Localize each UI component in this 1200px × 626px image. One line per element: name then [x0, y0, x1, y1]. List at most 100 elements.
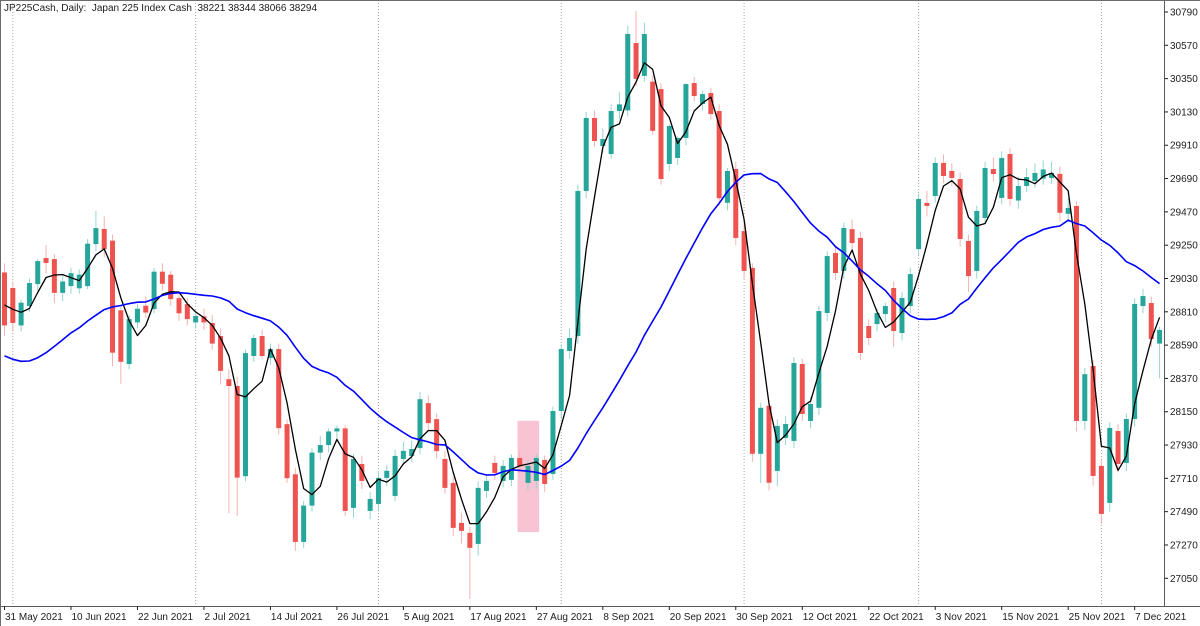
price-tick-label[interactable]: 28150: [1170, 407, 1198, 418]
candle-down: [43, 258, 49, 264]
price-tick-label[interactable]: 30130: [1170, 107, 1198, 118]
candle-down: [450, 482, 456, 528]
ma-fast-line: [4, 62, 1161, 525]
candle-down: [467, 532, 473, 548]
candle-down: [592, 117, 598, 142]
price-tick-label[interactable]: 29030: [1170, 274, 1198, 285]
date-tick-label[interactable]: 22 Jun 2021: [138, 612, 193, 623]
candle-up: [608, 111, 614, 155]
candle-down: [741, 231, 747, 271]
candle-down: [143, 305, 149, 313]
candle-up: [1032, 172, 1038, 181]
candle-down: [849, 229, 855, 244]
date-tick-label[interactable]: 26 Jul 2021: [337, 612, 389, 623]
date-tick-label[interactable]: 25 Nov 2021: [1069, 612, 1126, 623]
price-tick-label[interactable]: 27050: [1170, 574, 1198, 585]
candle-up: [35, 261, 41, 285]
candle-up: [68, 273, 74, 287]
candle-down: [1090, 366, 1096, 476]
candle-up: [666, 126, 672, 165]
date-tick-label[interactable]: 10 Jun 2021: [71, 612, 126, 623]
price-tick-label[interactable]: 27930: [1170, 441, 1198, 452]
candle-down: [176, 298, 182, 314]
candle-up: [874, 313, 880, 325]
price-tick-label[interactable]: 29250: [1170, 241, 1198, 252]
candle-up: [1049, 172, 1055, 178]
candle-down: [1073, 205, 1079, 421]
candle-down: [650, 81, 656, 131]
price-tick-label[interactable]: 27490: [1170, 507, 1198, 518]
candle-up: [525, 465, 531, 483]
candle-up: [1040, 169, 1046, 179]
candle-up: [1123, 419, 1129, 463]
date-tick-label[interactable]: 7 Dec 2021: [1135, 612, 1187, 623]
candle-down: [766, 405, 772, 483]
candle-down: [10, 288, 16, 324]
candle-up: [375, 477, 381, 504]
candle-up: [1015, 185, 1021, 201]
date-tick-label[interactable]: 14 Jul 2021: [271, 612, 323, 623]
date-tick-label[interactable]: 20 Sep 2021: [670, 612, 727, 623]
candle-up: [500, 465, 506, 481]
date-tick-label[interactable]: 17 Aug 2021: [470, 612, 527, 623]
candle-up: [583, 117, 589, 191]
candle-down: [733, 169, 739, 238]
date-tick-label[interactable]: 27 Aug 2021: [537, 612, 594, 623]
candle-up: [641, 33, 647, 76]
candle-up: [1107, 427, 1113, 503]
date-tick-label[interactable]: 22 Oct 2021: [869, 612, 924, 623]
candle-up: [907, 274, 913, 307]
price-tick-label[interactable]: 28370: [1170, 374, 1198, 385]
candle-down: [965, 240, 971, 277]
candle-down: [51, 259, 57, 293]
candle-up: [916, 198, 922, 250]
date-tick-label[interactable]: 5 Aug 2021: [404, 612, 455, 623]
candle-down: [957, 179, 963, 239]
candle-up: [932, 162, 938, 196]
candle-up: [76, 274, 82, 289]
price-tick-label[interactable]: 28590: [1170, 341, 1198, 352]
candle-down: [517, 457, 523, 467]
candle-down: [833, 253, 838, 274]
price-tick-label[interactable]: 30790: [1170, 8, 1198, 19]
price-tick-label[interactable]: 27710: [1170, 474, 1198, 485]
candle-down: [434, 419, 440, 452]
candle-down: [492, 462, 498, 473]
date-tick-label[interactable]: 30 Sep 2021: [736, 612, 793, 623]
candle-up: [151, 271, 157, 310]
date-tick-label[interactable]: 2 Jul 2021: [204, 612, 251, 623]
date-tick-label[interactable]: 12 Oct 2021: [803, 612, 858, 623]
date-tick-label[interactable]: 8 Sep 2021: [603, 612, 655, 623]
candle-down: [633, 43, 639, 79]
candle-down: [799, 364, 805, 415]
date-tick-label[interactable]: 15 Nov 2021: [1002, 612, 1059, 623]
price-tick-label[interactable]: 29470: [1170, 207, 1198, 218]
price-tick-label[interactable]: 27270: [1170, 540, 1198, 551]
candle-up: [816, 311, 822, 408]
candle-up: [791, 362, 797, 441]
candle-up: [808, 404, 814, 421]
candle-up: [899, 298, 905, 333]
price-tick-label[interactable]: 29910: [1170, 141, 1198, 152]
candle-up: [600, 139, 606, 147]
price-tick-label[interactable]: 29690: [1170, 174, 1198, 185]
candle-down: [542, 459, 548, 484]
candle-up: [60, 281, 66, 293]
candle-up: [841, 227, 847, 271]
date-tick-label[interactable]: 3 Nov 2021: [936, 612, 988, 623]
candle-down: [159, 271, 165, 284]
date-tick-label[interactable]: 31 May 2021: [5, 612, 63, 623]
candle-up: [533, 457, 539, 481]
price-tick-label[interactable]: 30350: [1170, 74, 1198, 85]
candle-down: [990, 169, 996, 175]
candle-up: [1024, 177, 1030, 186]
candle-down: [708, 93, 714, 115]
candle-up: [1157, 329, 1163, 344]
candle-down: [168, 274, 174, 300]
price-tick-label[interactable]: 30570: [1170, 41, 1198, 52]
price-tick-label[interactable]: 28810: [1170, 307, 1198, 318]
candle-up: [700, 94, 706, 105]
candle-down: [924, 202, 930, 206]
candle-up: [550, 410, 556, 474]
